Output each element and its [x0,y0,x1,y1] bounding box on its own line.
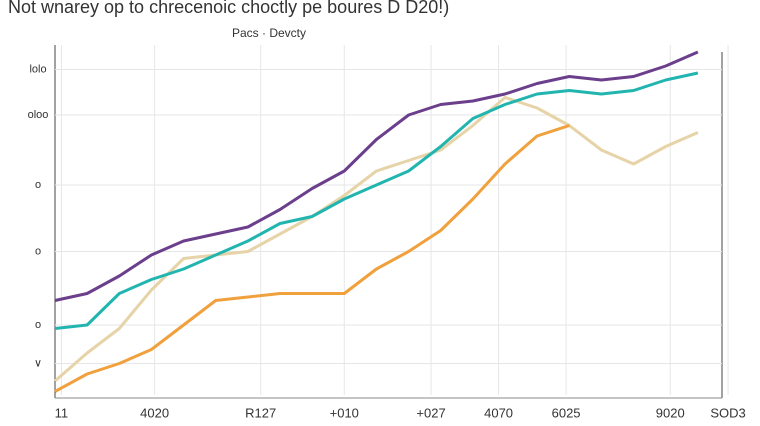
x-tick-label: SOD3 [710,405,745,420]
y-tick-label: oloo [28,109,49,121]
x-tick-label: R127 [245,405,276,420]
y-tick-label: lolo [29,63,46,75]
x-tick-label: 4020 [140,405,169,420]
series-line [54,50,699,302]
y-tick-label: o [35,179,41,191]
x-tick-label: 6025 [552,405,581,420]
chart-title: Not wnarey op to chrecenoic choctly pe b… [8,0,449,17]
series-line [54,96,699,383]
x-tick-label: 4070 [484,405,513,420]
series-line [54,124,570,393]
x-tick-label: +027 [416,405,445,420]
y-tick-label: ∨ [34,357,42,369]
x-tick-label: 11 [55,405,69,420]
y-tick-label: o [35,245,41,257]
chart-subtitle: Pacs · Devcty [232,26,306,40]
y-tick-label: o [35,319,41,331]
x-tick-label: 9020 [656,405,685,420]
x-tick-label: +010 [330,405,359,420]
series-line [54,71,699,330]
